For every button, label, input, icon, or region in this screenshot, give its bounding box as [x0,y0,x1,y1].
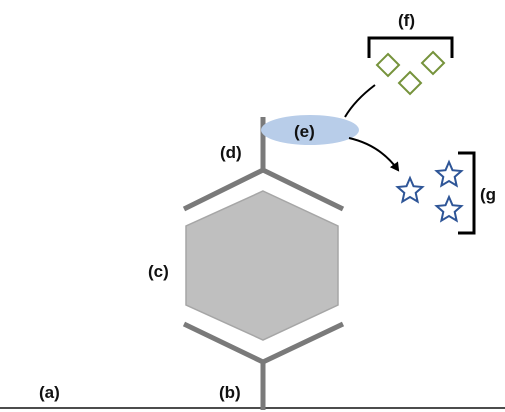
diamond-icon [422,52,444,74]
label-b: (b) [219,383,241,402]
diamond-group [377,52,444,94]
label-c: (c) [148,262,169,281]
label-f: (f) [398,11,415,30]
star-icon [437,162,462,186]
diamond-icon [377,54,399,76]
input-arrow [345,85,375,117]
diamond-icon [399,72,421,94]
bracket-g [458,153,474,233]
label-e: (e) [294,122,315,141]
star-group [398,162,462,221]
label-a: (a) [39,383,60,402]
label-g: (g [480,185,496,204]
star-icon [398,178,423,202]
star-icon [437,197,462,221]
bracket-f [369,38,452,58]
output-arrow [349,138,398,170]
label-d: (d) [220,143,242,162]
central-hexagon [186,191,338,340]
